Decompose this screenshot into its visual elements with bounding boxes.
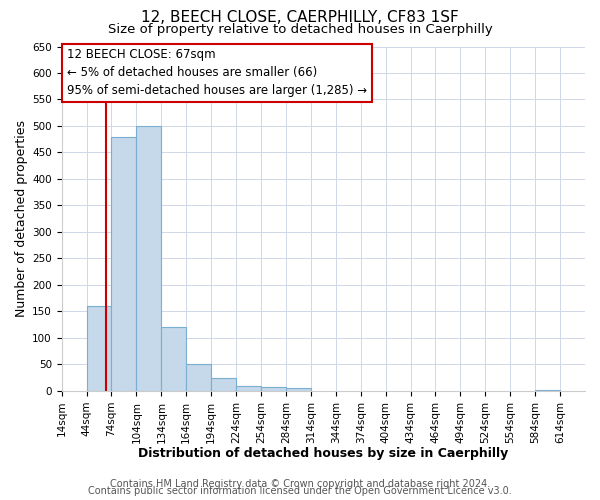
Text: Contains HM Land Registry data © Crown copyright and database right 2024.: Contains HM Land Registry data © Crown c… xyxy=(110,479,490,489)
Bar xyxy=(261,388,286,391)
Bar xyxy=(236,386,261,391)
Bar xyxy=(86,306,112,391)
Y-axis label: Number of detached properties: Number of detached properties xyxy=(15,120,28,317)
Bar xyxy=(136,126,161,391)
Text: Size of property relative to detached houses in Caerphilly: Size of property relative to detached ho… xyxy=(107,22,493,36)
Bar xyxy=(211,378,236,391)
Text: 12, BEECH CLOSE, CAERPHILLY, CF83 1SF: 12, BEECH CLOSE, CAERPHILLY, CF83 1SF xyxy=(141,10,459,25)
Bar xyxy=(286,388,311,391)
Bar xyxy=(161,328,186,391)
Text: Contains public sector information licensed under the Open Government Licence v3: Contains public sector information licen… xyxy=(88,486,512,496)
Bar xyxy=(186,364,211,391)
Bar xyxy=(112,136,136,391)
Text: 12 BEECH CLOSE: 67sqm
← 5% of detached houses are smaller (66)
95% of semi-detac: 12 BEECH CLOSE: 67sqm ← 5% of detached h… xyxy=(67,48,367,97)
Bar xyxy=(535,390,560,391)
X-axis label: Distribution of detached houses by size in Caerphilly: Distribution of detached houses by size … xyxy=(138,447,508,460)
